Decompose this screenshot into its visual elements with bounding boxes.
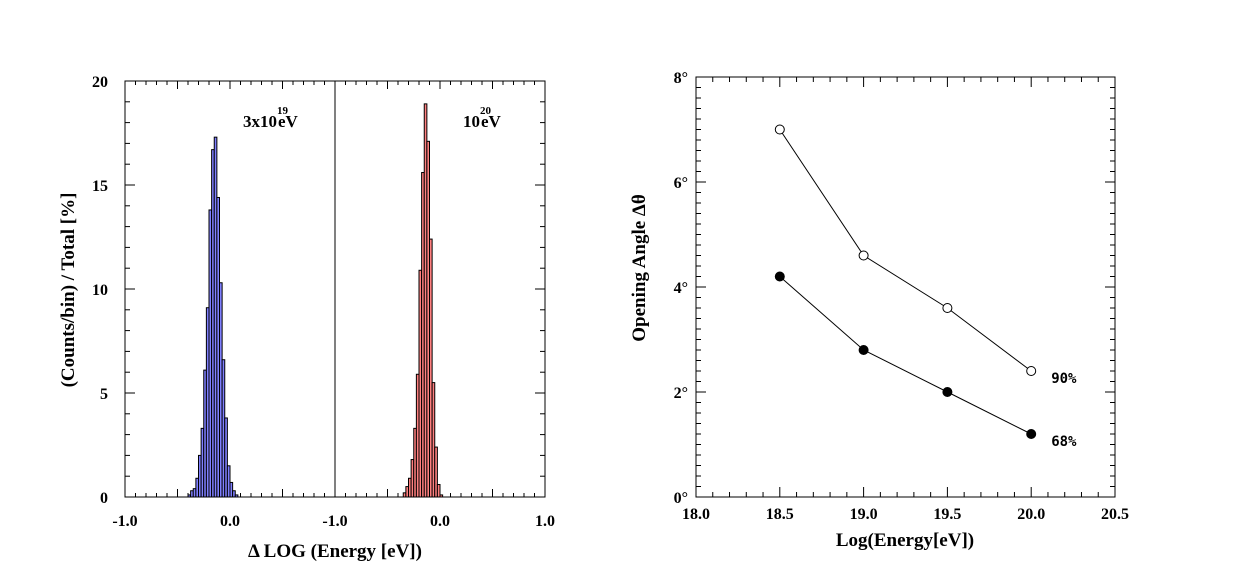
angle-y-tick-label: 0° [674, 490, 688, 507]
histogram-x-tick-label: 0.0 [220, 513, 240, 530]
histogram-ticks [124, 80, 546, 498]
histogram-y-tick-label: 10 [92, 282, 108, 299]
histogram-frame [124, 80, 546, 498]
energy-annotation-base: 3x10 [243, 112, 277, 131]
angle-x-tick-label: 20.0 [1017, 506, 1045, 523]
histogram-bars [187, 103, 444, 498]
series-point-68pct [1026, 429, 1037, 439]
angle-x-tick-label: 19.5 [933, 506, 961, 523]
energy-annotation-unit: eV [481, 112, 502, 131]
energy-annotation-2: 1020 eV [463, 105, 502, 131]
series-point-68pct [942, 387, 953, 397]
angle-y-tick-label: 6° [674, 175, 688, 192]
series-line-68pct [779, 276, 1032, 435]
series-point-90pct [858, 250, 869, 261]
series-point-90pct [774, 124, 785, 135]
series-point-90pct [942, 303, 953, 313]
energy-annotation-1: 3x1019 eV [243, 105, 299, 131]
angle-x-tick-label: 19.0 [850, 506, 878, 523]
histogram-y-tick-label: 5 [100, 386, 108, 403]
histogram-x-tick-label: 0.0 [430, 513, 450, 530]
histogram-x-axis-label: Δ LOG (Energy [eV]) [248, 541, 422, 562]
series-point-68pct [774, 271, 785, 282]
angle-x-tick-label: 18.0 [682, 506, 710, 523]
angle-y-axis-label: Opening Angle Δθ [629, 194, 650, 342]
energy-annotation-base: 10 [463, 112, 480, 131]
angle-y-tick-label: 2° [674, 385, 688, 402]
angle-x-axis-label: Log(Energy[eV]) [836, 530, 974, 551]
angle-x-tick-label: 20.5 [1101, 506, 1129, 523]
histogram-x-tick-label: -1.0 [112, 513, 137, 530]
histogram-annotations: 3x1019 eV 1020 eV [243, 105, 502, 131]
series-point-68pct [858, 345, 869, 355]
energy-annotation-exponent: 20 [480, 105, 492, 117]
histogram-y-tick-label: 0 [100, 490, 108, 507]
series-label-68pct: 68% [1051, 434, 1077, 450]
angle-y-tick-label: 4° [674, 280, 688, 297]
angle-tick-labels: 18.0 18.5 19.0 19.5 20.0 20.5 0° 2° 4° 6° 8° [674, 70, 1129, 523]
histogram-y-tick-label: 20 [92, 74, 108, 91]
histogram-x-tick-label: -1.0 [322, 513, 347, 530]
angle-y-tick-label: 8° [674, 70, 688, 87]
energy-annotation-unit: eV [278, 112, 299, 131]
angle-series: 90% 68% [774, 124, 1077, 450]
histogram-x-tick-label: 1.0 [535, 513, 555, 530]
angle-ticks [695, 76, 1116, 498]
histogram-tick-labels: -1.0 0.0 -1.0 0.0 1.0 0 5 10 15 20 [92, 74, 555, 530]
opening-angle-plot: 18.0 18.5 19.0 19.5 20.0 20.5 0° 2° 4° 6° 8° 90% 68… [629, 70, 1129, 551]
energy-annotation-exponent: 19 [277, 105, 289, 117]
angle-x-tick-label: 18.5 [766, 506, 794, 523]
series-point-90pct [1026, 366, 1037, 376]
histogram-y-tick-label: 15 [92, 178, 108, 195]
series-label-90pct: 90% [1051, 371, 1077, 387]
histogram-y-axis-label: (Counts/bin) / Total [%] [58, 193, 79, 388]
series-line-90pct [779, 129, 1032, 372]
